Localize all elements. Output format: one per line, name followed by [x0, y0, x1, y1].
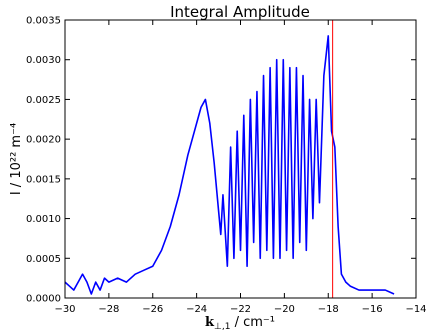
y-tick-label: 0.0030 — [26, 55, 61, 66]
x-tick-label: −14 — [405, 304, 426, 315]
chart-title: Integral Amplitude — [170, 3, 310, 21]
y-tick-label: 0.0000 — [26, 294, 61, 305]
x-label-rest: / cm⁻¹ — [230, 315, 275, 330]
data-line — [64, 35, 395, 295]
y-tick-label: 0.0035 — [26, 16, 61, 27]
y-tick-label: 0.0025 — [26, 95, 61, 106]
x-tick-label: −22 — [230, 304, 251, 315]
y-tick-label: 0.0020 — [26, 135, 61, 146]
x-tick-label: −18 — [318, 304, 339, 315]
y-tick-label: 0.0005 — [26, 254, 61, 265]
x-axis-label: k⊥,1 / cm⁻¹ — [205, 315, 275, 331]
x-label-main: k — [205, 315, 215, 330]
x-tick-label: −20 — [274, 304, 295, 315]
x-tick-label: −24 — [186, 304, 207, 315]
x-tick-label: −16 — [362, 304, 383, 315]
y-tick-label: 0.0010 — [26, 214, 61, 225]
x-tick-label: −30 — [54, 304, 75, 315]
plot-frame — [64, 19, 417, 299]
x-tick-label: −26 — [142, 304, 163, 315]
x-label-sub: ⊥,1 — [214, 322, 230, 331]
x-tick-label: −28 — [98, 304, 119, 315]
y-axis-label: I / 10²² m⁻⁴ — [9, 123, 24, 195]
y-tick-label: 0.0015 — [26, 174, 61, 185]
